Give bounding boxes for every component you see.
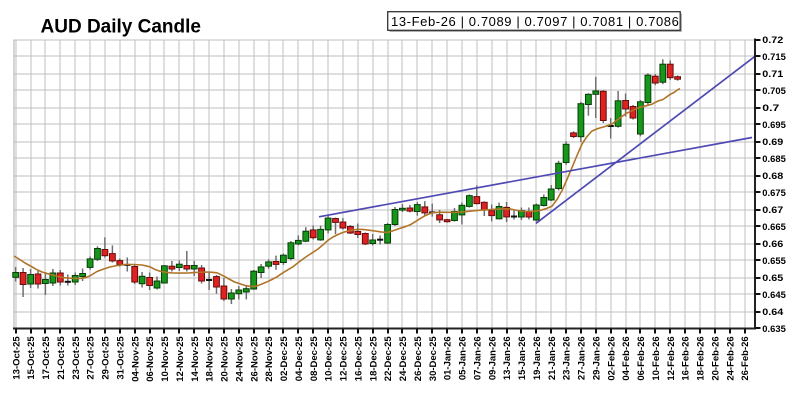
svg-text:27-Oct-25: 27-Oct-25 — [86, 336, 97, 380]
svg-text:16-Feb-26: 16-Feb-26 — [681, 336, 692, 380]
svg-text:12-Feb-26: 12-Feb-26 — [666, 336, 677, 380]
svg-text:26-Nov-25: 26-Nov-25 — [249, 336, 260, 382]
svg-text:24-Nov-25: 24-Nov-25 — [234, 336, 245, 382]
svg-text:02-Dec-25: 02-Dec-25 — [279, 336, 290, 382]
svg-text:26-Dec-25: 26-Dec-25 — [413, 336, 424, 382]
svg-text:04-Nov-25: 04-Nov-25 — [130, 336, 141, 382]
svg-text:18-Feb-26: 18-Feb-26 — [696, 336, 707, 380]
svg-text:12-Dec-25: 12-Dec-25 — [339, 336, 350, 382]
svg-text:0.72: 0.72 — [762, 35, 783, 45]
svg-text:0.715: 0.715 — [762, 52, 786, 62]
svg-text:24-Feb-26: 24-Feb-26 — [725, 336, 736, 380]
svg-text:0.64: 0.64 — [762, 307, 783, 317]
svg-text:29-Jan-26: 29-Jan-26 — [591, 336, 602, 380]
svg-text:13-Feb-26 | 0.7089 | 0.7097 |: 13-Feb-26 | 0.7089 | 0.7097 | 0.7081 | 0… — [391, 14, 679, 29]
svg-text:16-Dec-25: 16-Dec-25 — [353, 336, 364, 382]
svg-text:19-Jan-26: 19-Jan-26 — [532, 336, 543, 380]
svg-text:0.69: 0.69 — [762, 137, 783, 147]
svg-text:0.665: 0.665 — [762, 222, 786, 232]
svg-text:12-Nov-25: 12-Nov-25 — [175, 336, 186, 382]
svg-text:0.685: 0.685 — [762, 154, 786, 164]
svg-text:13-Oct-25: 13-Oct-25 — [11, 336, 22, 380]
svg-text:23-Jan-26: 23-Jan-26 — [562, 336, 573, 380]
svg-text:17-Oct-25: 17-Oct-25 — [41, 336, 52, 380]
svg-text:08-Dec-25: 08-Dec-25 — [309, 336, 320, 382]
svg-text:22-Dec-25: 22-Dec-25 — [383, 336, 394, 382]
svg-text:26-Feb-26: 26-Feb-26 — [740, 336, 751, 380]
svg-text:0.675: 0.675 — [762, 188, 786, 198]
svg-text:20-Nov-25: 20-Nov-25 — [220, 336, 231, 382]
svg-text:15-Oct-25: 15-Oct-25 — [26, 336, 37, 380]
svg-text:02-Feb-26: 02-Feb-26 — [606, 336, 617, 380]
svg-text:04-Dec-25: 04-Dec-25 — [294, 336, 305, 382]
svg-text:18-Nov-25: 18-Nov-25 — [205, 336, 216, 382]
svg-text:21-Jan-26: 21-Jan-26 — [547, 336, 558, 380]
svg-text:0.7: 0.7 — [762, 103, 779, 113]
svg-text:0.635: 0.635 — [762, 324, 786, 334]
svg-text:28-Nov-25: 28-Nov-25 — [264, 336, 275, 382]
svg-text:0.68: 0.68 — [762, 171, 783, 181]
svg-text:06-Nov-25: 06-Nov-25 — [145, 336, 156, 382]
svg-text:31-Oct-25: 31-Oct-25 — [115, 336, 126, 380]
svg-text:21-Oct-25: 21-Oct-25 — [56, 336, 67, 380]
svg-text:13-Jan-26: 13-Jan-26 — [502, 336, 513, 380]
svg-text:27-Jan-26: 27-Jan-26 — [577, 336, 588, 380]
svg-text:15-Jan-26: 15-Jan-26 — [517, 336, 528, 380]
svg-text:10-Dec-25: 10-Dec-25 — [324, 336, 335, 382]
svg-text:29-Oct-25: 29-Oct-25 — [101, 336, 112, 380]
svg-text:0.66: 0.66 — [762, 239, 783, 249]
svg-text:07-Jan-26: 07-Jan-26 — [472, 336, 483, 380]
svg-text:01-Jan-26: 01-Jan-26 — [443, 336, 454, 380]
svg-text:24-Dec-25: 24-Dec-25 — [398, 336, 409, 382]
svg-text:06-Feb-26: 06-Feb-26 — [636, 336, 647, 380]
svg-text:04-Feb-26: 04-Feb-26 — [621, 336, 632, 380]
svg-text:0.71: 0.71 — [762, 69, 783, 79]
svg-text:20-Feb-26: 20-Feb-26 — [710, 336, 721, 380]
svg-text:0.695: 0.695 — [762, 120, 786, 130]
svg-text:0.645: 0.645 — [762, 290, 786, 300]
svg-text:0.705: 0.705 — [762, 86, 786, 96]
svg-text:10-Nov-25: 10-Nov-25 — [160, 336, 171, 382]
svg-text:05-Jan-26: 05-Jan-26 — [458, 336, 469, 380]
svg-text:0.65: 0.65 — [762, 273, 783, 283]
svg-text:10-Feb-26: 10-Feb-26 — [651, 336, 662, 380]
svg-text:18-Dec-25: 18-Dec-25 — [368, 336, 379, 382]
svg-text:AUD Daily Candle: AUD Daily Candle — [41, 16, 201, 37]
svg-text:23-Oct-25: 23-Oct-25 — [71, 336, 82, 380]
svg-text:30-Dec-25: 30-Dec-25 — [428, 336, 439, 382]
svg-text:0.67: 0.67 — [762, 205, 783, 215]
svg-text:09-Jan-26: 09-Jan-26 — [487, 336, 498, 380]
svg-text:14-Nov-25: 14-Nov-25 — [190, 336, 201, 382]
svg-text:0.655: 0.655 — [762, 256, 786, 266]
